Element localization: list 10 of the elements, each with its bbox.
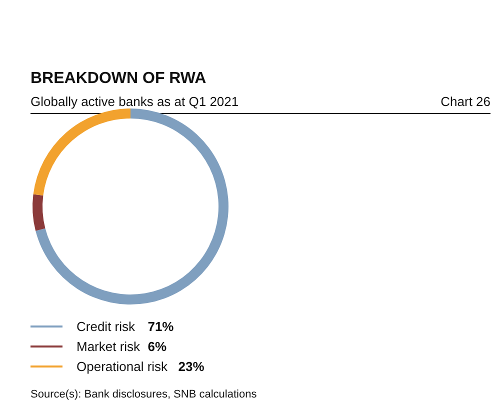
legend-label: Credit risk	[76, 319, 136, 334]
chart-title: BREAKDOWN OF RWA	[30, 70, 207, 87]
data-label: 71%	[148, 319, 174, 334]
source-note: Source(s): Bank disclosures, SNB calculations	[30, 388, 258, 400]
legend-label: Market risk	[76, 339, 141, 354]
data-label: 23%	[178, 359, 205, 374]
legend-label: Operational risk	[76, 359, 168, 374]
caption: Chart 26	[440, 94, 491, 109]
chart-subtitle: Globally active banks as at Q1 2021	[30, 94, 239, 109]
data-label: 6%	[148, 339, 167, 354]
